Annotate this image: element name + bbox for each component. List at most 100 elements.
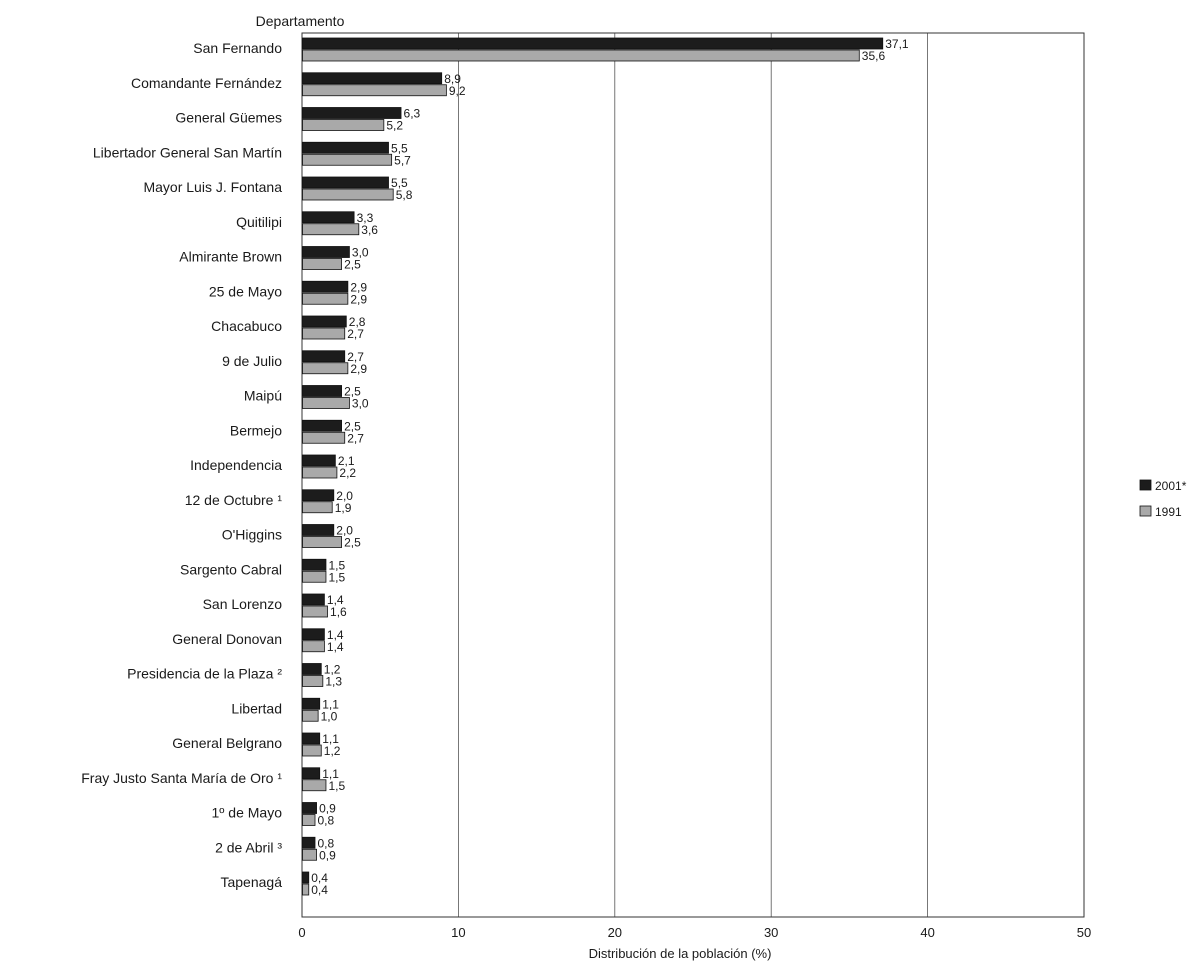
bars	[302, 37, 884, 896]
bar-1991	[302, 709, 319, 722]
value-label: 0,9	[319, 848, 336, 862]
value-label: 37,1	[885, 37, 909, 51]
value-label: 3,0	[352, 397, 369, 411]
x-tick-label: 40	[920, 925, 934, 940]
category-label: General Donovan	[172, 631, 282, 647]
value-label: 1,9	[335, 501, 352, 515]
bar-1991	[302, 570, 327, 583]
bar-1991	[302, 397, 350, 409]
value-label: 2,2	[339, 466, 356, 480]
value-label: 2,7	[347, 431, 364, 445]
value-label: 2,8	[349, 315, 366, 329]
bar-1991	[302, 848, 317, 861]
value-label: 1,1	[322, 732, 339, 746]
category-label: Mayor Luis J. Fontana	[143, 179, 282, 195]
value-label: 0,8	[318, 814, 335, 828]
value-label: 2,1	[338, 454, 355, 468]
category-label: 25 de Mayo	[209, 283, 282, 299]
category-label: 9 de Julio	[222, 353, 282, 369]
bar-2001	[302, 315, 347, 328]
bar-2001	[302, 836, 316, 849]
x-tick-label: 30	[764, 925, 778, 940]
category-label: Comandante Fernández	[131, 75, 282, 91]
bar-2001	[302, 246, 350, 258]
value-label: 1,1	[322, 767, 339, 781]
legend-label: 2001*	[1155, 479, 1187, 493]
y-axis-header: Departamento	[256, 13, 345, 29]
x-tick-label: 20	[608, 925, 622, 940]
bar-2001	[302, 732, 321, 745]
value-label: 2,0	[336, 524, 353, 538]
legend-swatch	[1139, 479, 1152, 491]
value-label: 0,4	[311, 883, 328, 897]
category-label: Almirante Brown	[179, 249, 282, 265]
x-axis-ticks: 0 10 20 30 40 50	[298, 925, 1091, 940]
category-label: 1º de Mayo	[212, 805, 283, 821]
value-label: 1,4	[327, 593, 344, 607]
category-label: 12 de Octubre ¹	[185, 492, 283, 508]
bar-2001	[302, 871, 310, 884]
value-label: 1,5	[328, 779, 345, 793]
category-label: O'Higgins	[222, 527, 282, 543]
bar-2001	[302, 628, 325, 641]
bar-1991	[302, 292, 349, 305]
value-label: 5,8	[396, 188, 413, 202]
value-label: 2,5	[344, 536, 361, 550]
value-label: 2,9	[350, 362, 367, 376]
value-label: 1,6	[330, 605, 347, 619]
value-label: 2,7	[347, 327, 364, 341]
bar-2001	[302, 454, 336, 467]
category-label: Tapenagá	[220, 874, 282, 890]
value-label: 2,9	[350, 280, 367, 294]
x-axis-title: Distribución de la población (%)	[589, 946, 772, 961]
bar-2001	[302, 524, 335, 536]
bar-1991	[302, 84, 447, 97]
grid-lines	[457, 33, 928, 917]
bar-1991	[302, 605, 328, 618]
category-label: General Belgrano	[172, 735, 282, 751]
value-label: 3,0	[352, 246, 369, 260]
value-label: 5,5	[391, 141, 408, 155]
bar-1991	[302, 466, 338, 479]
bar-2001	[302, 72, 443, 85]
category-label: Maipú	[244, 388, 282, 404]
bar-2001	[302, 211, 355, 224]
category-label: Libertad	[231, 700, 282, 716]
x-tick-label: 0	[298, 925, 305, 940]
bar-2001	[302, 107, 402, 119]
value-label: 2,9	[350, 292, 367, 306]
category-label: General Güemes	[175, 110, 282, 126]
bar-1991	[302, 883, 310, 896]
bar-1991	[302, 501, 333, 514]
bar-2001	[302, 697, 321, 710]
bar-1991	[302, 675, 324, 687]
value-labels: 37,135,68,99,26,35,25,55,75,55,83,33,63,…	[311, 37, 909, 897]
bar-1991	[302, 536, 342, 548]
bar-2001	[302, 350, 346, 363]
value-label: 0,8	[318, 836, 335, 850]
bar-1991	[302, 431, 346, 444]
x-tick-label: 10	[451, 925, 465, 940]
bar-1991	[302, 327, 346, 340]
bar-2001	[302, 593, 325, 606]
value-label: 2,5	[344, 258, 361, 272]
bar-2001	[302, 141, 389, 154]
bar-2001	[302, 558, 327, 571]
category-label: Chacabuco	[211, 318, 282, 334]
plot-frame	[301, 32, 1085, 918]
bar-1991	[302, 814, 316, 826]
value-label: 6,3	[404, 107, 421, 121]
value-label: 0,4	[311, 871, 328, 885]
value-label: 5,5	[391, 176, 408, 190]
category-label: 2 de Abril ³	[215, 839, 282, 855]
bar-2001	[302, 419, 342, 432]
value-label: 1,4	[327, 640, 344, 654]
value-label: 1,1	[322, 697, 339, 711]
value-label: 1,4	[327, 628, 344, 642]
bar-1991	[302, 119, 385, 131]
bar-1991	[302, 49, 860, 62]
bar-1991	[302, 188, 394, 201]
value-label: 1,2	[324, 663, 341, 677]
value-label: 35,6	[862, 49, 886, 63]
